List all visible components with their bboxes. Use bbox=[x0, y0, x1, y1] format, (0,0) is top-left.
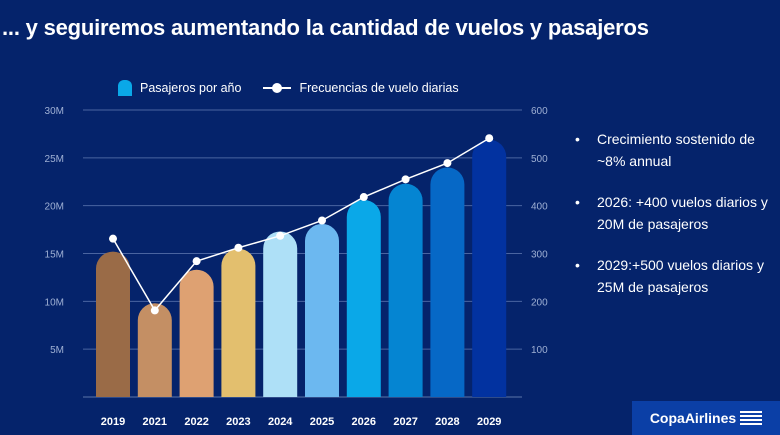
y-right-tick-label: 500 bbox=[531, 154, 548, 165]
y-right-tick-label: 300 bbox=[531, 250, 548, 261]
y-right-tick-label: 600 bbox=[531, 106, 548, 117]
bullet-text: Crecimiento sostenido de ~8% annual bbox=[597, 131, 755, 169]
bar-2027 bbox=[388, 183, 423, 397]
line-point-2028 bbox=[443, 159, 452, 168]
bullet-item: • 2029:+500 vuelos diarios y 25M de pasaj… bbox=[575, 254, 775, 298]
logo-text: CopaAirlines bbox=[649, 410, 737, 426]
line-point-2029 bbox=[485, 134, 494, 143]
bar-2021 bbox=[137, 303, 172, 397]
bar-2026 bbox=[346, 199, 381, 397]
line-point-2027 bbox=[401, 175, 410, 184]
y-left-tick-label: 25M bbox=[45, 154, 64, 165]
page-title: ... y seguiremos aumentando la cantidad … bbox=[2, 15, 649, 40]
x-tick-label: 2029 bbox=[477, 416, 501, 428]
line-point-2022 bbox=[192, 257, 201, 266]
bullet-item: • Crecimiento sostenido de ~8% annual bbox=[575, 128, 775, 172]
y-right-tick-label: 200 bbox=[531, 297, 548, 308]
bar-2025 bbox=[305, 223, 339, 397]
x-tick-label: 2026 bbox=[352, 416, 376, 428]
bullet-text: 2029:+500 vuelos diarios y 25M de pasaje… bbox=[597, 257, 764, 295]
line-point-2026 bbox=[359, 193, 368, 202]
y-left-tick-label: 15M bbox=[45, 250, 64, 261]
legend-bars-label: Pasajeros por año bbox=[140, 81, 242, 95]
x-tick-label: 2023 bbox=[226, 416, 250, 428]
x-tick-label: 2022 bbox=[184, 416, 208, 428]
logo-mark-icon bbox=[740, 411, 763, 425]
line-point-2024 bbox=[276, 231, 285, 240]
bullet-dot: • bbox=[575, 131, 580, 147]
y-right-tick-label: 400 bbox=[531, 202, 548, 213]
bullet-dot: • bbox=[575, 257, 580, 273]
x-tick-label: 2019 bbox=[101, 416, 125, 428]
x-tick-label: 2028 bbox=[435, 416, 459, 428]
y-right-tick-label: 100 bbox=[531, 345, 548, 356]
line-point-2021 bbox=[150, 306, 159, 315]
legend-line-swatch bbox=[263, 83, 292, 93]
bullet-text: 2026: +400 vuelos diarios y 20M de pasaj… bbox=[597, 194, 768, 232]
bar-2024 bbox=[263, 231, 298, 397]
line-point-2019 bbox=[109, 234, 117, 243]
legend-line-label: Frecuencias de vuelo diarias bbox=[299, 81, 459, 95]
legend-bar-swatch bbox=[118, 80, 132, 96]
x-tick-label: 2027 bbox=[393, 416, 417, 428]
x-tick-label: 2021 bbox=[143, 416, 167, 428]
line-series bbox=[112, 137, 490, 312]
y-left-tick-label: 5M bbox=[50, 345, 64, 356]
y-left-tick-label: 20M bbox=[45, 202, 64, 213]
line-point-2023 bbox=[234, 243, 243, 252]
bar-2022 bbox=[179, 269, 214, 397]
line-point-2025 bbox=[318, 216, 326, 225]
bullet-list: • Crecimiento sostenido de ~8% annual • 20… bbox=[575, 128, 775, 317]
chart-legend: Pasajeros por año Frecuencias de vuelo d… bbox=[118, 80, 459, 96]
copa-airlines-logo: CopaAirlines bbox=[632, 401, 780, 435]
bullet-dot: • bbox=[575, 194, 580, 210]
bullet-item: • 2026: +400 vuelos diarios y 20M de pasa… bbox=[575, 191, 775, 235]
y-left-tick-label: 10M bbox=[45, 297, 64, 308]
bar-2029 bbox=[472, 139, 507, 397]
bar-2023 bbox=[221, 248, 256, 397]
x-tick-label: 2025 bbox=[310, 416, 334, 428]
y-left-tick-label: 30M bbox=[45, 106, 64, 117]
bar-2019 bbox=[96, 251, 130, 397]
bar-2028 bbox=[430, 167, 465, 397]
x-tick-label: 2024 bbox=[268, 416, 293, 428]
